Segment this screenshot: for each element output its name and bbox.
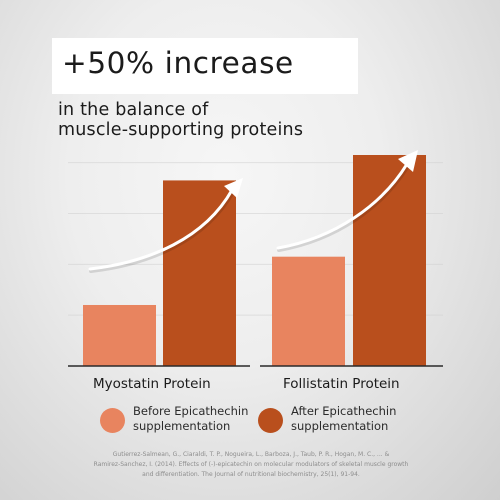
- category-label-follistatin: Follistatin Protein: [283, 376, 400, 392]
- legend-swatch-before: [100, 408, 125, 433]
- legend-label-after-line2: supplementation: [291, 419, 389, 433]
- legend-label-after-line1: After Epicathechin: [291, 404, 397, 418]
- trend-arrows: [88, 150, 418, 273]
- legend-label-before-line1: Before Epicathechin: [133, 404, 249, 418]
- legend-swatch-after: [258, 408, 283, 433]
- bar-before-follistatin: [272, 256, 345, 366]
- citation-line-1: Gutierrez-Salmean, G., Ciaraldi, T. P., …: [112, 451, 390, 458]
- trend-arrow-shadow-follistatin: [277, 164, 410, 252]
- trend-arrow-shadow-myostatin: [89, 190, 235, 273]
- citation: Gutierrez-Salmean, G., Ciaraldi, T. P., …: [36, 450, 466, 480]
- legend-label-before: Before Epicathechin supplementation: [133, 404, 248, 434]
- bar-before-myostatin: [83, 304, 156, 366]
- citation-line-2: Ramirez-Sanchez, I. (2014). Effects of (…: [93, 461, 409, 468]
- bar-after-myostatin: [163, 180, 236, 366]
- headline-box: +50% increase: [52, 38, 358, 94]
- trend-arrow-head-follistatin: [398, 150, 418, 172]
- trend-arrow-follistatin: [276, 162, 409, 250]
- bar-after-follistatin: [353, 155, 426, 366]
- legend-label-before-line2: supplementation: [133, 419, 231, 433]
- bar-layer: [83, 155, 426, 366]
- trend-arrow-myostatin: [88, 188, 234, 271]
- headline-title: +50% increase: [62, 46, 294, 80]
- category-label-myostatin: Myostatin Protein: [93, 376, 211, 392]
- citation-line-3: and differentiation. The Journal of nutr…: [142, 471, 360, 478]
- trend-arrow-head-myostatin: [224, 178, 243, 198]
- subtitle-line-1: in the balance of: [58, 100, 209, 120]
- legend-label-after: After Epicathechin supplementation: [291, 404, 396, 434]
- subtitle-line-2: muscle-supporting proteins: [58, 120, 304, 140]
